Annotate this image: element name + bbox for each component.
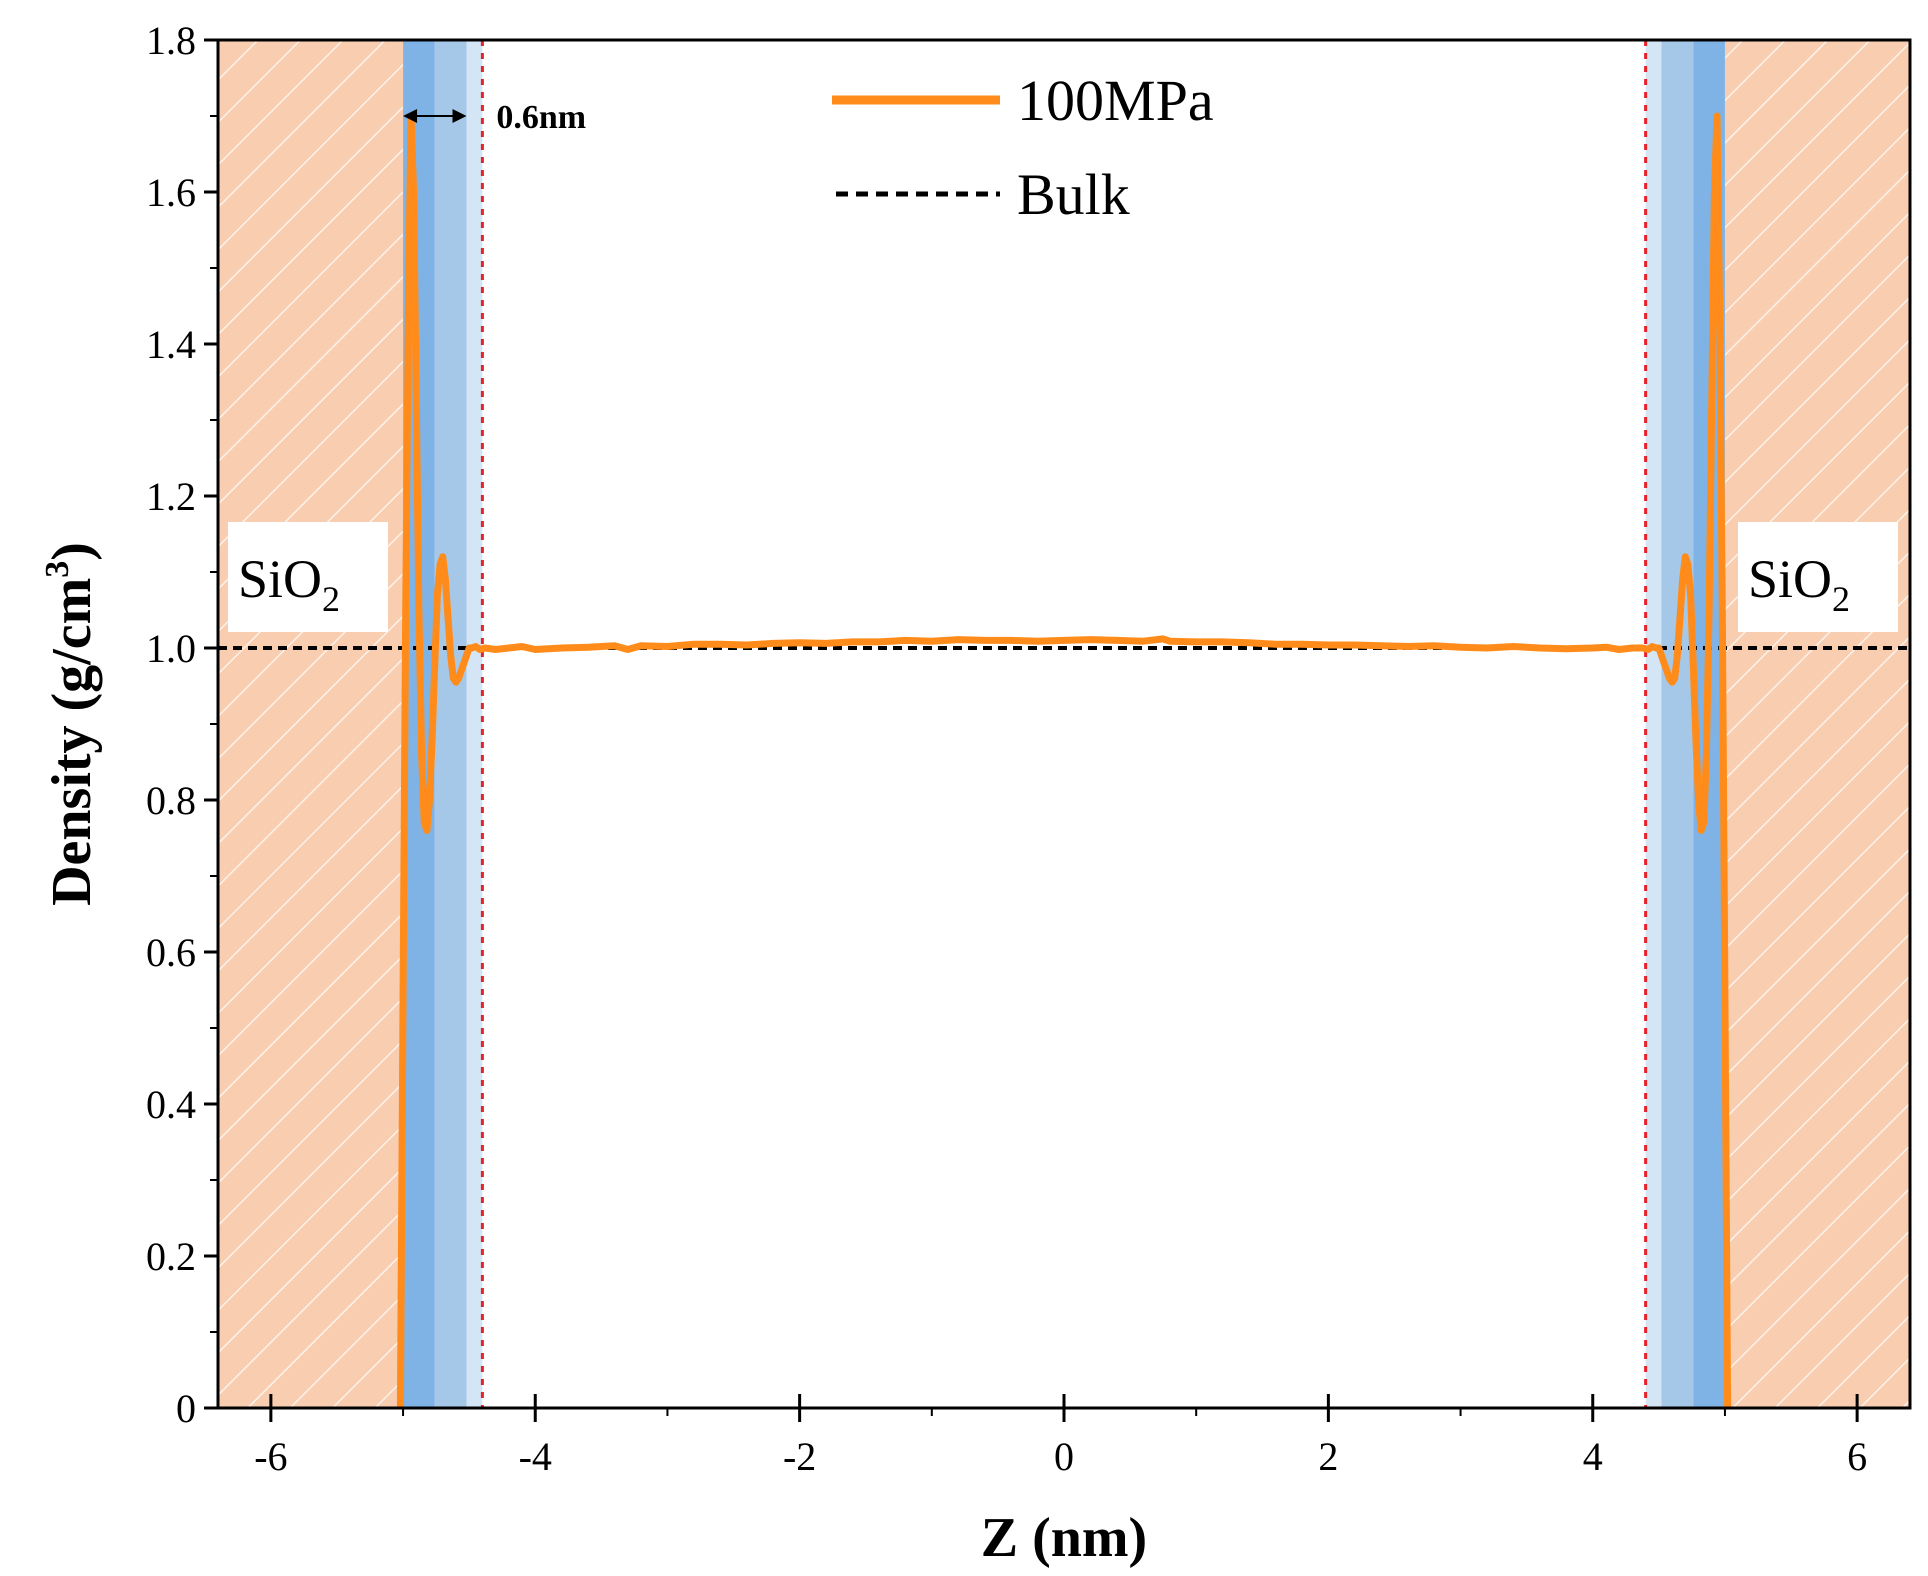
region-label-left: SiO2 (228, 522, 388, 632)
x-axis-title: Z (nm) (981, 1507, 1147, 1569)
y-axis-title: Density (g/cm3) (39, 542, 103, 906)
region-label-right-box (1738, 522, 1898, 632)
region-label-left-text: SiO2 (238, 549, 340, 619)
adsorption-band-2 (466, 40, 483, 1408)
y-tick-label-8: 1.6 (146, 170, 196, 215)
thickness-arrow-head-left (403, 109, 418, 123)
x-tick-label-4: 2 (1318, 1434, 1338, 1479)
legend-label-100mpa: 100MPa (1017, 68, 1214, 133)
y-tick-label-7: 1.4 (146, 322, 196, 367)
x-tick-label-3: 0 (1054, 1434, 1074, 1479)
thickness-annotation: 0.6nm (403, 99, 586, 136)
region-label-right: SiO2 (1738, 522, 1898, 632)
y-tick-label-9: 1.8 (146, 18, 196, 63)
series-100mpa-line (396, 112, 1732, 1408)
y-tick-label-5: 1.0 (146, 626, 196, 671)
thickness-arrow-head-right (452, 109, 467, 123)
y-tick-label-1: 0.2 (146, 1234, 196, 1279)
adsorption-band-3 (1645, 40, 1662, 1408)
y-tick-label-6: 1.2 (146, 474, 196, 519)
x-tick-label-0: -6 (254, 1434, 287, 1479)
adsorption-bands (403, 40, 1725, 1408)
boundary-lines (480, 40, 1648, 1408)
legend: 100MPa Bulk (832, 68, 1214, 227)
x-tick-label-6: 6 (1847, 1434, 1867, 1479)
adsorption-band-1 (434, 40, 467, 1408)
adsorption-band-4 (1661, 40, 1694, 1408)
y-tick-label-0: 0 (176, 1386, 196, 1431)
axis-ticks: -6 -4 -2 0 2 4 6 0 0.2 0.4 0.6 0.8 1.0 1.2 1.4 1.6 1.8 (146, 18, 1867, 1479)
y-tick-label-4: 0.8 (146, 778, 196, 823)
regions-layer (218, 40, 1910, 1408)
sio2-hatch-1 (1724, 40, 1910, 1408)
y-tick-label-2: 0.4 (146, 1082, 196, 1127)
x-tick-label-2: -2 (783, 1434, 816, 1479)
region-label-left-box (228, 522, 388, 632)
legend-label-bulk: Bulk (1017, 162, 1130, 227)
x-tick-label-1: -4 (519, 1434, 552, 1479)
x-tick-label-5: 4 (1583, 1434, 1603, 1479)
sio2-hatch-0 (218, 40, 404, 1408)
y-tick-label-3: 0.6 (146, 930, 196, 975)
thickness-label: 0.6nm (496, 99, 586, 136)
region-label-right-text: SiO2 (1748, 549, 1850, 619)
series-layer (218, 112, 1910, 1408)
